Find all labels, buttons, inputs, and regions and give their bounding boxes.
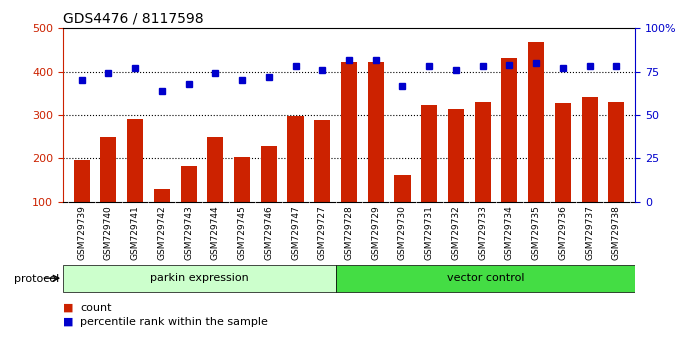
Bar bbox=[341, 62, 357, 245]
Text: GSM729741: GSM729741 bbox=[131, 205, 140, 259]
Text: GSM729746: GSM729746 bbox=[265, 205, 273, 259]
Text: GSM729737: GSM729737 bbox=[585, 205, 594, 260]
Bar bbox=[261, 146, 277, 245]
Bar bbox=[288, 116, 304, 245]
Text: GSM729744: GSM729744 bbox=[211, 205, 220, 259]
Text: ■: ■ bbox=[63, 303, 73, 313]
Text: GSM729740: GSM729740 bbox=[104, 205, 113, 259]
Text: GSM729735: GSM729735 bbox=[532, 205, 541, 260]
Bar bbox=[314, 120, 330, 245]
Text: GSM729729: GSM729729 bbox=[371, 205, 380, 259]
Bar bbox=[448, 109, 464, 245]
Bar bbox=[475, 102, 491, 245]
Text: GSM729736: GSM729736 bbox=[558, 205, 567, 260]
Text: GSM729727: GSM729727 bbox=[318, 205, 327, 259]
Text: GSM729730: GSM729730 bbox=[398, 205, 407, 260]
Text: GSM729745: GSM729745 bbox=[237, 205, 246, 259]
Text: GSM729742: GSM729742 bbox=[157, 205, 166, 259]
Text: GDS4476 / 8117598: GDS4476 / 8117598 bbox=[63, 12, 203, 26]
Bar bbox=[609, 102, 625, 245]
Bar bbox=[555, 103, 571, 245]
Text: GSM729728: GSM729728 bbox=[345, 205, 353, 259]
Bar bbox=[501, 58, 517, 245]
Bar bbox=[101, 137, 117, 245]
Bar bbox=[234, 157, 250, 245]
Text: ■: ■ bbox=[63, 317, 73, 327]
Bar bbox=[581, 97, 597, 245]
Text: GSM729731: GSM729731 bbox=[425, 205, 433, 260]
Bar bbox=[181, 166, 197, 245]
Text: vector control: vector control bbox=[447, 273, 524, 283]
Text: GSM729743: GSM729743 bbox=[184, 205, 193, 259]
Text: parkin expression: parkin expression bbox=[150, 273, 248, 283]
Text: GSM729734: GSM729734 bbox=[505, 205, 514, 259]
Bar bbox=[394, 175, 410, 245]
Text: count: count bbox=[80, 303, 112, 313]
Bar bbox=[336, 265, 635, 292]
Bar bbox=[73, 160, 89, 245]
Bar bbox=[63, 265, 336, 292]
Text: percentile rank within the sample: percentile rank within the sample bbox=[80, 317, 268, 327]
Text: GSM729747: GSM729747 bbox=[291, 205, 300, 259]
Text: GSM729738: GSM729738 bbox=[612, 205, 621, 260]
Text: GSM729739: GSM729739 bbox=[77, 205, 86, 260]
Bar bbox=[421, 105, 437, 245]
Bar bbox=[207, 137, 223, 245]
Bar bbox=[368, 62, 384, 245]
Bar bbox=[528, 42, 544, 245]
Bar bbox=[127, 119, 143, 245]
Text: protocol: protocol bbox=[14, 274, 59, 284]
Bar bbox=[154, 189, 170, 245]
Text: GSM729733: GSM729733 bbox=[478, 205, 487, 260]
Text: GSM729732: GSM729732 bbox=[452, 205, 461, 259]
